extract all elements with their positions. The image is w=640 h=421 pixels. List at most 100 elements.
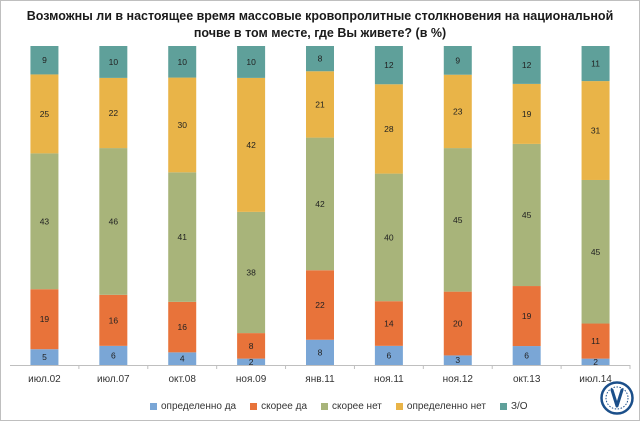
- data-label: 2: [249, 357, 254, 367]
- bar-segment: [306, 137, 334, 271]
- bar-segment: [374, 345, 403, 365]
- bar-segment: [237, 46, 266, 78]
- bar-segment: [512, 46, 541, 84]
- bar-segment: [237, 358, 266, 365]
- data-label: 2: [593, 357, 598, 367]
- chart-title: Возможны ли в настоящее время массовые к…: [26, 9, 614, 40]
- legend-item: скорее нет: [321, 401, 382, 412]
- data-label: 6: [387, 350, 392, 360]
- bar-segment: [168, 172, 197, 302]
- legend-swatch: [321, 402, 329, 410]
- bar-segment: [443, 355, 472, 365]
- bar-segment: [306, 270, 334, 340]
- bar-segment: [99, 46, 128, 78]
- data-label: 41: [177, 232, 187, 242]
- data-label: 9: [42, 55, 47, 65]
- bar-segment: [99, 294, 128, 346]
- legend-label: определенно да: [161, 400, 237, 412]
- data-label: 20: [453, 319, 463, 329]
- data-label: 8: [318, 54, 323, 64]
- bar-segment: [99, 148, 128, 295]
- data-label: 6: [111, 350, 116, 360]
- data-label: 42: [246, 140, 256, 150]
- bar-segment: [581, 358, 610, 365]
- x-tick-label: июл.07: [97, 374, 130, 385]
- data-label: 14: [384, 319, 394, 329]
- legend-item: определенно нет: [395, 400, 486, 412]
- legend-swatch: [395, 402, 403, 410]
- bar-segment: [30, 46, 59, 75]
- x-tick-label: ноя.11: [374, 374, 404, 385]
- bar-segment: [237, 333, 266, 359]
- data-label: 12: [522, 60, 532, 70]
- bar-segment: [374, 173, 403, 302]
- x-tick-label: окт.08: [169, 374, 197, 385]
- data-label: 30: [177, 120, 187, 130]
- bar-segment: [168, 46, 197, 78]
- bar-segment: [30, 74, 59, 154]
- bar-segment: [306, 46, 334, 72]
- legend-item: определенно да: [150, 401, 236, 412]
- data-label: 3: [455, 355, 460, 365]
- data-label: 10: [246, 57, 256, 67]
- x-tick-label: ноя.12: [443, 374, 474, 385]
- bar-segment: [168, 77, 197, 173]
- bar-segment: [512, 83, 541, 144]
- bar-segment: [99, 345, 128, 365]
- bar-segment: [306, 339, 334, 365]
- bar-segment: [99, 77, 128, 149]
- data-label: 12: [384, 60, 394, 70]
- bar-segment: [443, 74, 472, 149]
- x-tick-label: янв.11: [305, 374, 335, 385]
- levada-logo-icon: [600, 381, 634, 415]
- bar-segment: [30, 153, 59, 290]
- data-label: 40: [384, 232, 394, 242]
- data-label: 46: [109, 216, 119, 226]
- data-label: 21: [315, 99, 325, 109]
- bar-segment: [443, 291, 472, 356]
- bar-segment: [512, 346, 541, 365]
- bar-segment: [581, 81, 610, 180]
- data-label: 16: [109, 315, 119, 325]
- bar-segment: [237, 77, 266, 212]
- bar-segment: [237, 211, 266, 334]
- data-label: 43: [40, 216, 50, 226]
- data-label: 11: [591, 336, 600, 346]
- data-label: 45: [522, 210, 532, 220]
- x-tick-label: июл.02: [28, 374, 61, 385]
- x-tick-label: июл.14: [579, 374, 612, 385]
- legend-label: скорее да: [261, 400, 308, 412]
- data-label: 28: [384, 124, 394, 134]
- legend-label: определенно нет: [406, 400, 486, 412]
- data-label: 45: [453, 215, 463, 225]
- bar-segment: [374, 84, 403, 174]
- legend-item: З/О: [499, 401, 528, 412]
- data-label: 6: [524, 351, 529, 361]
- data-label: 9: [455, 55, 460, 65]
- bar-segment: [443, 148, 472, 292]
- data-label: 11: [591, 59, 600, 69]
- data-label: 23: [453, 106, 463, 116]
- bar-segment: [374, 46, 403, 85]
- legend-swatch: [150, 402, 157, 410]
- data-label: 19: [522, 109, 532, 119]
- data-label: 42: [315, 199, 325, 209]
- bar-segment: [168, 352, 197, 365]
- bar-segment: [443, 46, 472, 75]
- x-tick-label: ноя.09: [236, 374, 267, 385]
- bar-segment: [30, 349, 59, 365]
- bar-segment: [512, 286, 541, 347]
- data-label: 8: [249, 341, 254, 351]
- data-label: 31: [591, 126, 601, 136]
- data-label: 38: [246, 267, 256, 277]
- legend-item: скорее да: [250, 401, 307, 412]
- bar-segment: [168, 301, 197, 353]
- bar-segment: [581, 46, 610, 82]
- data-label: 22: [315, 300, 325, 310]
- data-label: 19: [40, 314, 50, 324]
- data-label: 22: [109, 108, 119, 118]
- bar-segment: [306, 71, 334, 138]
- bar-segment: [374, 301, 403, 346]
- legend-swatch: [499, 402, 507, 410]
